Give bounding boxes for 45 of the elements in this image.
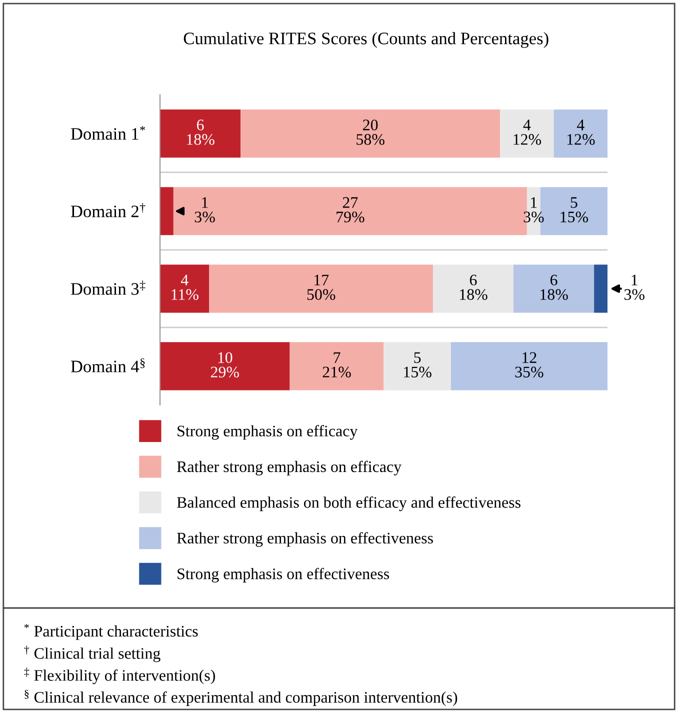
bar — [290, 342, 384, 390]
data-label: 1 3% — [194, 197, 215, 222]
text: $^{†}$ Clinical trial setting — [24, 646, 160, 662]
text: $^{§}$ Clinical relevance of experimental and comparison intervention(s) — [24, 690, 458, 706]
legend-label: Balanced emphasis on both efficacy and effectiveness — [177, 496, 520, 512]
data-label: 20 58% — [356, 120, 384, 145]
legend-label: Strong emphasis on effectiveness — [178, 568, 390, 583]
data-label: 1 3% — [624, 274, 644, 300]
bar — [450, 342, 608, 390]
data-label: 4 12% — [567, 120, 595, 145]
bar — [160, 110, 241, 158]
data-label: 1 3% — [524, 197, 544, 222]
text: $^{*}$ Participant characteristics — [24, 624, 198, 640]
bar — [160, 342, 290, 390]
data-label: 17 50% — [307, 274, 336, 300]
bar — [160, 187, 174, 236]
bar — [500, 110, 554, 158]
data-label: 7 21% — [322, 352, 351, 378]
data-label: 6 18% — [540, 274, 568, 300]
data-label: 4 11% — [172, 274, 198, 300]
bar — [240, 110, 500, 158]
data-label: 4 12% — [514, 120, 542, 145]
legend-label: Rather strong emphasis on efficacy — [177, 460, 402, 476]
y-tick-label: Domain 1$^{*}$ — [70, 126, 146, 140]
bar — [594, 264, 608, 313]
data-label: 5 15% — [404, 352, 432, 378]
bar — [554, 110, 608, 158]
data-label: 6 18% — [187, 120, 214, 145]
data-label: 12 35% — [515, 352, 544, 378]
y-tick-label: Domain 3$^{‡}$ — [70, 280, 146, 295]
bar — [160, 264, 210, 313]
bar — [514, 264, 594, 313]
y-tick-label: Domain 4$^{§}$ — [70, 358, 145, 372]
text: $^{‡}$ Flexibility of intervention(s) — [24, 668, 215, 684]
legend-label: Rather strong emphasis on effectiveness — [177, 532, 433, 547]
y-tick-label: Domain 2$^{†}$ — [70, 203, 146, 218]
legend-label: Strong emphasis on efficacy — [178, 425, 358, 440]
data-label: 10 29% — [210, 352, 239, 378]
bar — [384, 342, 451, 390]
bar — [432, 264, 514, 313]
data-label: 27 79% — [336, 197, 364, 222]
data-label: 6 18% — [460, 274, 488, 300]
chart-title: Cumulative RITES Scores (Counts and Percentages) — [184, 32, 548, 48]
data-label: 5 15% — [560, 197, 588, 222]
bar — [209, 264, 433, 313]
